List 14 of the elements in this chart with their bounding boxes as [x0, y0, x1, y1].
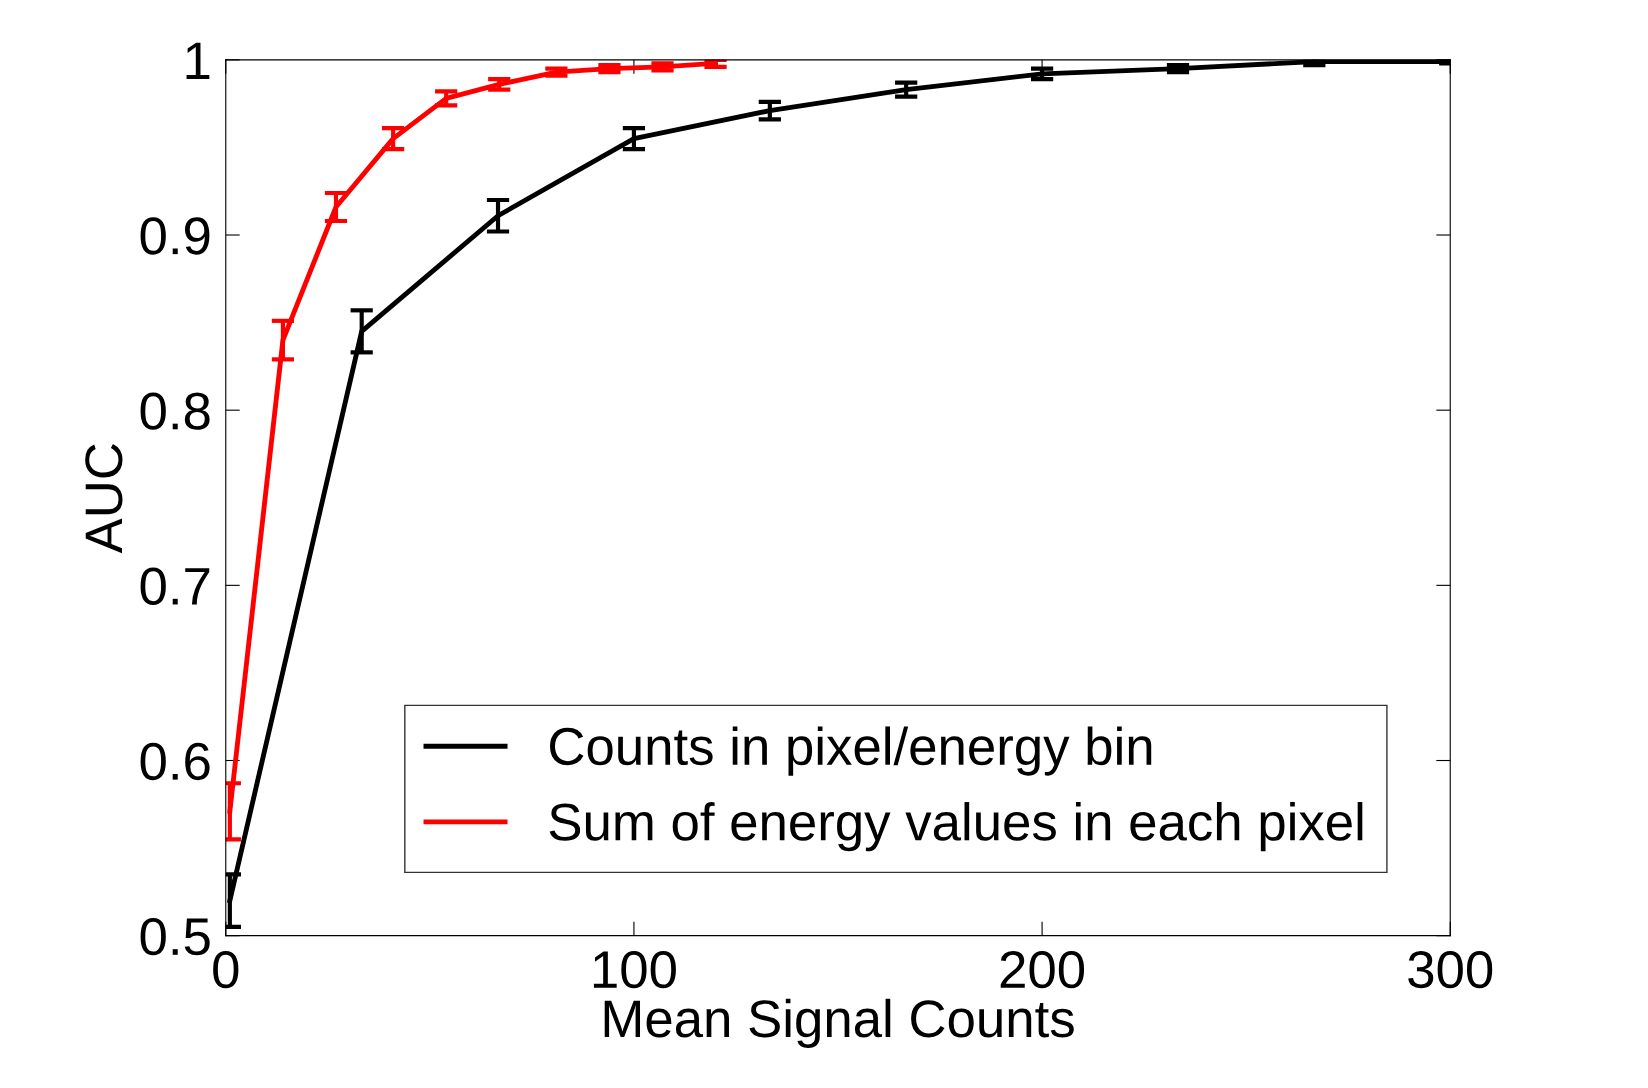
legend-label: Counts in pixel/energy bin	[550, 726, 1152, 776]
y-tick-label: 0.5	[140, 917, 210, 956]
legend-label: Sum of energy values in each pixel	[549, 802, 1363, 852]
x-axis-title: Mean Signal Counts	[604, 998, 1074, 1048]
y-tick-label: 0.7	[140, 567, 210, 605]
y-tick-label: 1	[186, 42, 210, 79]
y-tick-label: 0.9	[140, 217, 210, 255]
x-tick-label: 0	[213, 950, 239, 989]
x-tick-label: 200	[1000, 950, 1085, 989]
y-axis-title: AUC	[85, 444, 123, 554]
y-tick-label: 0.8	[140, 392, 210, 430]
x-tick-label: 300	[1408, 950, 1493, 989]
x-tick-label: 100	[593, 950, 676, 989]
y-tick-label: 0.6	[140, 742, 210, 781]
